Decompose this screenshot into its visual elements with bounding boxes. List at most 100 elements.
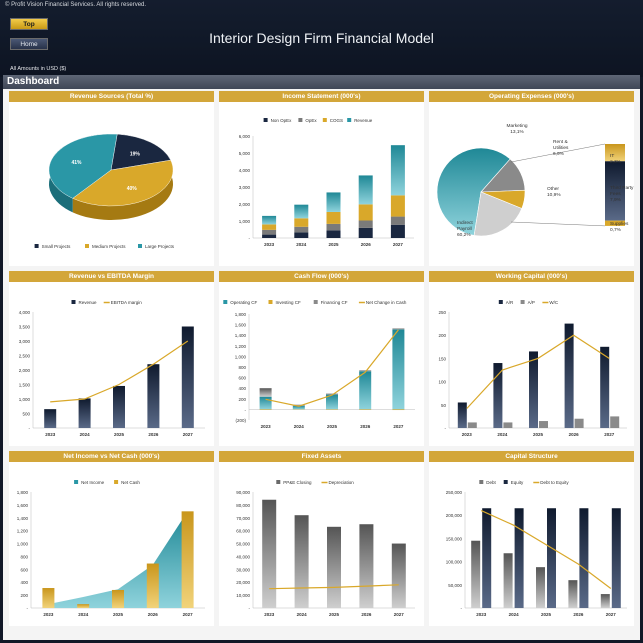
panel-revenue-sources: Revenue Sources (Total %) 19% 40% 41% Small…	[9, 91, 214, 266]
legend-swatch	[520, 300, 525, 304]
bar-net-cash	[77, 604, 90, 608]
bar-ppe-closing	[391, 543, 406, 608]
y-tick-label: 100,000	[446, 560, 463, 565]
pie-data-label: 13,1%	[510, 129, 524, 135]
x-tick-label: 2024	[80, 432, 91, 437]
y-tick-label: 1,600	[235, 323, 247, 328]
x-tick-label: 2023	[261, 424, 272, 429]
bar-operating-cf	[359, 371, 372, 410]
bar-operating-cf	[292, 405, 305, 410]
x-tick-label: 2025	[541, 612, 552, 617]
bar-net-cash	[181, 511, 194, 608]
home-button[interactable]: Home	[10, 38, 48, 50]
legend-label: COGS	[330, 118, 343, 123]
top-button[interactable]: Top	[10, 18, 48, 30]
pie-slice	[110, 133, 171, 171]
legend-label: A/P	[528, 300, 535, 305]
chart-net-income-cash: - 200 400 600 800 1,000 1,200 1,400 1,600 1,800 20…	[17, 480, 205, 617]
y-tick-label: 1,000	[235, 354, 247, 359]
bar-ap	[574, 418, 584, 428]
pie-data-label: Fees	[610, 191, 621, 197]
y-tick-label: 40,000	[236, 554, 250, 559]
bar-debt	[600, 594, 610, 608]
chart-revenue-ebitda: - 500 1,000 1,500 2,000 2,500 3,000 3,500 4,000 2…	[19, 300, 205, 437]
bar-debt	[568, 580, 578, 608]
legend-swatch	[498, 300, 503, 304]
x-tick-label: 2023	[45, 432, 56, 437]
legend-swatch	[313, 300, 318, 304]
x-tick-label: 2025	[328, 242, 339, 247]
pie-data-label: Payroll	[457, 226, 472, 232]
pie-data-label: 0,7%	[610, 227, 622, 233]
connector-line	[510, 143, 606, 163]
y-tick-label: 200,000	[446, 513, 463, 518]
legend-swatch	[74, 480, 79, 484]
pie-data-label: Rent &	[553, 139, 568, 145]
stacked-bar-opex	[390, 216, 405, 225]
panel-capital-structure: Capital Structure - 50,000 100,000 150,000 2…	[429, 451, 634, 626]
bar-investing-cf	[359, 409, 372, 410]
y-tick-label: 3,500	[19, 325, 31, 330]
panel-title: Revenue vs EBITDA Margin	[9, 271, 214, 282]
y-tick-label: -	[27, 606, 29, 611]
legend-label: Net Cash	[121, 480, 140, 485]
x-tick-label: 2027	[604, 432, 615, 437]
x-tick-label: 2027	[183, 432, 194, 437]
bar-investing-cf	[259, 409, 272, 410]
header-bar: © Profit Vision Financial Services. All …	[0, 0, 643, 77]
stacked-bar-revenue	[390, 145, 405, 196]
y-tick-label: 50	[441, 403, 447, 408]
y-tick-label: (200)	[235, 418, 246, 423]
x-tick-label: 2027	[394, 612, 405, 617]
x-tick-label: 2026	[148, 432, 159, 437]
legend-label: PP&E Closing	[283, 480, 312, 485]
panel-income-statement: Income Statement (000's) - 1,000 2,000 3,00…	[219, 91, 424, 266]
y-tick-label: 150	[438, 356, 446, 361]
pie-bar-segment	[605, 161, 625, 221]
y-tick-label: -	[461, 606, 463, 611]
pie-slice	[72, 159, 174, 207]
legend-label: Equity	[511, 480, 524, 485]
bar-equity	[579, 508, 589, 608]
y-tick-label: 80,000	[236, 503, 250, 508]
legend-swatch	[85, 244, 89, 248]
y-tick-label: 1,400	[17, 516, 29, 521]
x-tick-label: 2025	[329, 612, 340, 617]
y-tick-label: 3,000	[19, 339, 31, 344]
stacked-bar-opex	[358, 220, 373, 228]
bar-operating-cf	[392, 329, 405, 410]
y-tick-label: 150,000	[446, 536, 463, 541]
x-tick-label: 2024	[78, 612, 89, 617]
chart-income-statement: - 1,000 2,000 3,000 4,000 5,000 6,000 2023 2024 2…	[239, 118, 414, 247]
x-tick-label: 2023	[43, 612, 54, 617]
pie-data-label: 7,9%	[610, 197, 622, 203]
y-tick-label: 1,500	[19, 383, 31, 388]
legend-swatch	[223, 300, 228, 304]
bar-debt	[503, 553, 513, 608]
y-tick-label: 2,500	[19, 354, 31, 359]
bar-ap	[539, 421, 548, 428]
panel-working-capital: Working Capital (000's) - 50 100 150 200 250 2…	[429, 271, 634, 446]
y-tick-label: 2,000	[239, 202, 251, 207]
bar-ppe-closing	[262, 499, 277, 608]
bar-ar	[457, 402, 467, 428]
y-tick-label: 800	[238, 365, 246, 370]
panel-title: Working Capital (000's)	[429, 271, 634, 282]
pie-slice	[473, 191, 523, 237]
line-depreciation	[269, 584, 399, 590]
pie-data-label: 60,2%	[457, 232, 471, 238]
bar-net-cash	[42, 588, 55, 608]
y-tick-label: 1,800	[17, 490, 29, 495]
stacked-bar-non-opex	[262, 234, 277, 238]
bar-ar	[529, 351, 538, 428]
pie-data-label: 10,9%	[547, 192, 561, 198]
x-tick-label: 2023	[462, 432, 473, 437]
pie-data-label: Supplies	[610, 221, 629, 227]
x-tick-label: 2026	[360, 424, 371, 429]
stacked-bar-cogs	[262, 224, 277, 230]
legend-label: Revenue	[79, 300, 98, 305]
y-tick-label: 1,200	[17, 529, 29, 534]
y-tick-label: 1,000	[17, 542, 29, 547]
legend-label: A/R	[506, 300, 514, 305]
legend-label: Medium Projects	[92, 244, 126, 249]
